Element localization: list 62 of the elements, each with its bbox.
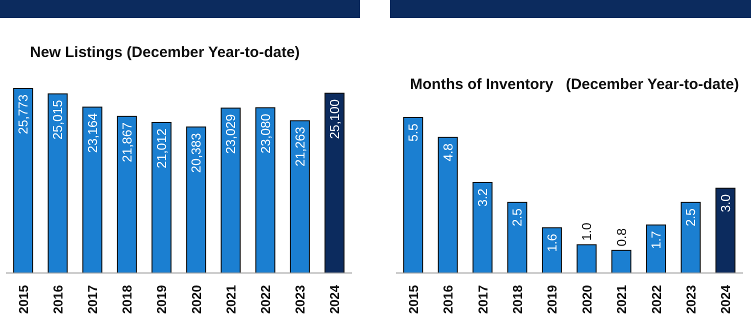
bar [438,136,458,273]
bar [680,202,701,273]
bar [507,202,528,273]
data-label: 3.0 [718,194,733,212]
data-label: 1.7 [648,230,664,250]
x-tick-label: 2020 [188,285,204,314]
data-label: 4.8 [440,143,456,162]
data-label: 2.5 [683,208,698,226]
bar [116,116,137,273]
x-tick-label: 2022 [648,285,664,314]
bar [152,122,172,273]
bar [472,182,493,273]
x-tick-label: 2018 [510,285,525,314]
x-tick-label: 2021 [223,285,238,314]
data-label: 1.6 [544,234,560,252]
data-label: 23,029 [223,114,238,154]
bar [186,126,206,273]
x-tick-label: 2015 [16,285,31,314]
bar [220,108,241,273]
bar [82,106,102,273]
x-tick-label: 2016 [50,285,66,314]
x-tick-label: 2019 [544,285,560,314]
data-label: 20,383 [188,133,204,173]
data-label: 21,867 [119,122,134,162]
data-label: 3.2 [475,188,490,207]
x-tick-label: 2024 [718,284,734,314]
data-label: 23,164 [84,113,100,153]
x-tick-label: 2020 [579,285,594,314]
x-tick-label: 2017 [475,285,490,314]
x-tick-label: 2022 [258,285,273,314]
data-label: 2.5 [510,208,525,226]
x-tick-label: 2023 [683,285,698,314]
bar [403,117,424,273]
bar [255,107,276,273]
bar [576,244,597,273]
data-label: 1.0 [579,222,594,241]
x-tick-label: 2015 [406,285,421,314]
bar [290,120,310,273]
x-tick-label: 2019 [154,285,170,314]
x-tick-label: 2024 [327,284,342,314]
data-label: 5.5 [406,124,421,142]
bar [646,224,666,273]
data-label: 25,015 [50,100,66,140]
chart-title: Months of Inventory (December Year-to-date) [410,76,739,93]
data-label: 23,080 [258,114,273,154]
data-label: 25,773 [16,94,31,134]
data-label: 21,012 [154,128,170,168]
x-tick-label: 2016 [440,285,456,314]
data-label: 25,100 [327,99,342,140]
data-label: 0.8 [614,228,629,246]
bar [611,250,632,273]
bar [324,92,345,273]
bar [48,93,68,273]
bar [542,227,562,273]
x-tick-label: 2018 [120,285,135,314]
bar [13,88,34,273]
bar [715,188,736,273]
x-tick-label: 2021 [614,285,630,314]
x-tick-label: 2023 [292,285,308,314]
data-label: 21,263 [292,126,308,167]
chart-title: New Listings (December Year-to-date) [30,44,300,61]
x-tick-label: 2017 [85,285,100,314]
